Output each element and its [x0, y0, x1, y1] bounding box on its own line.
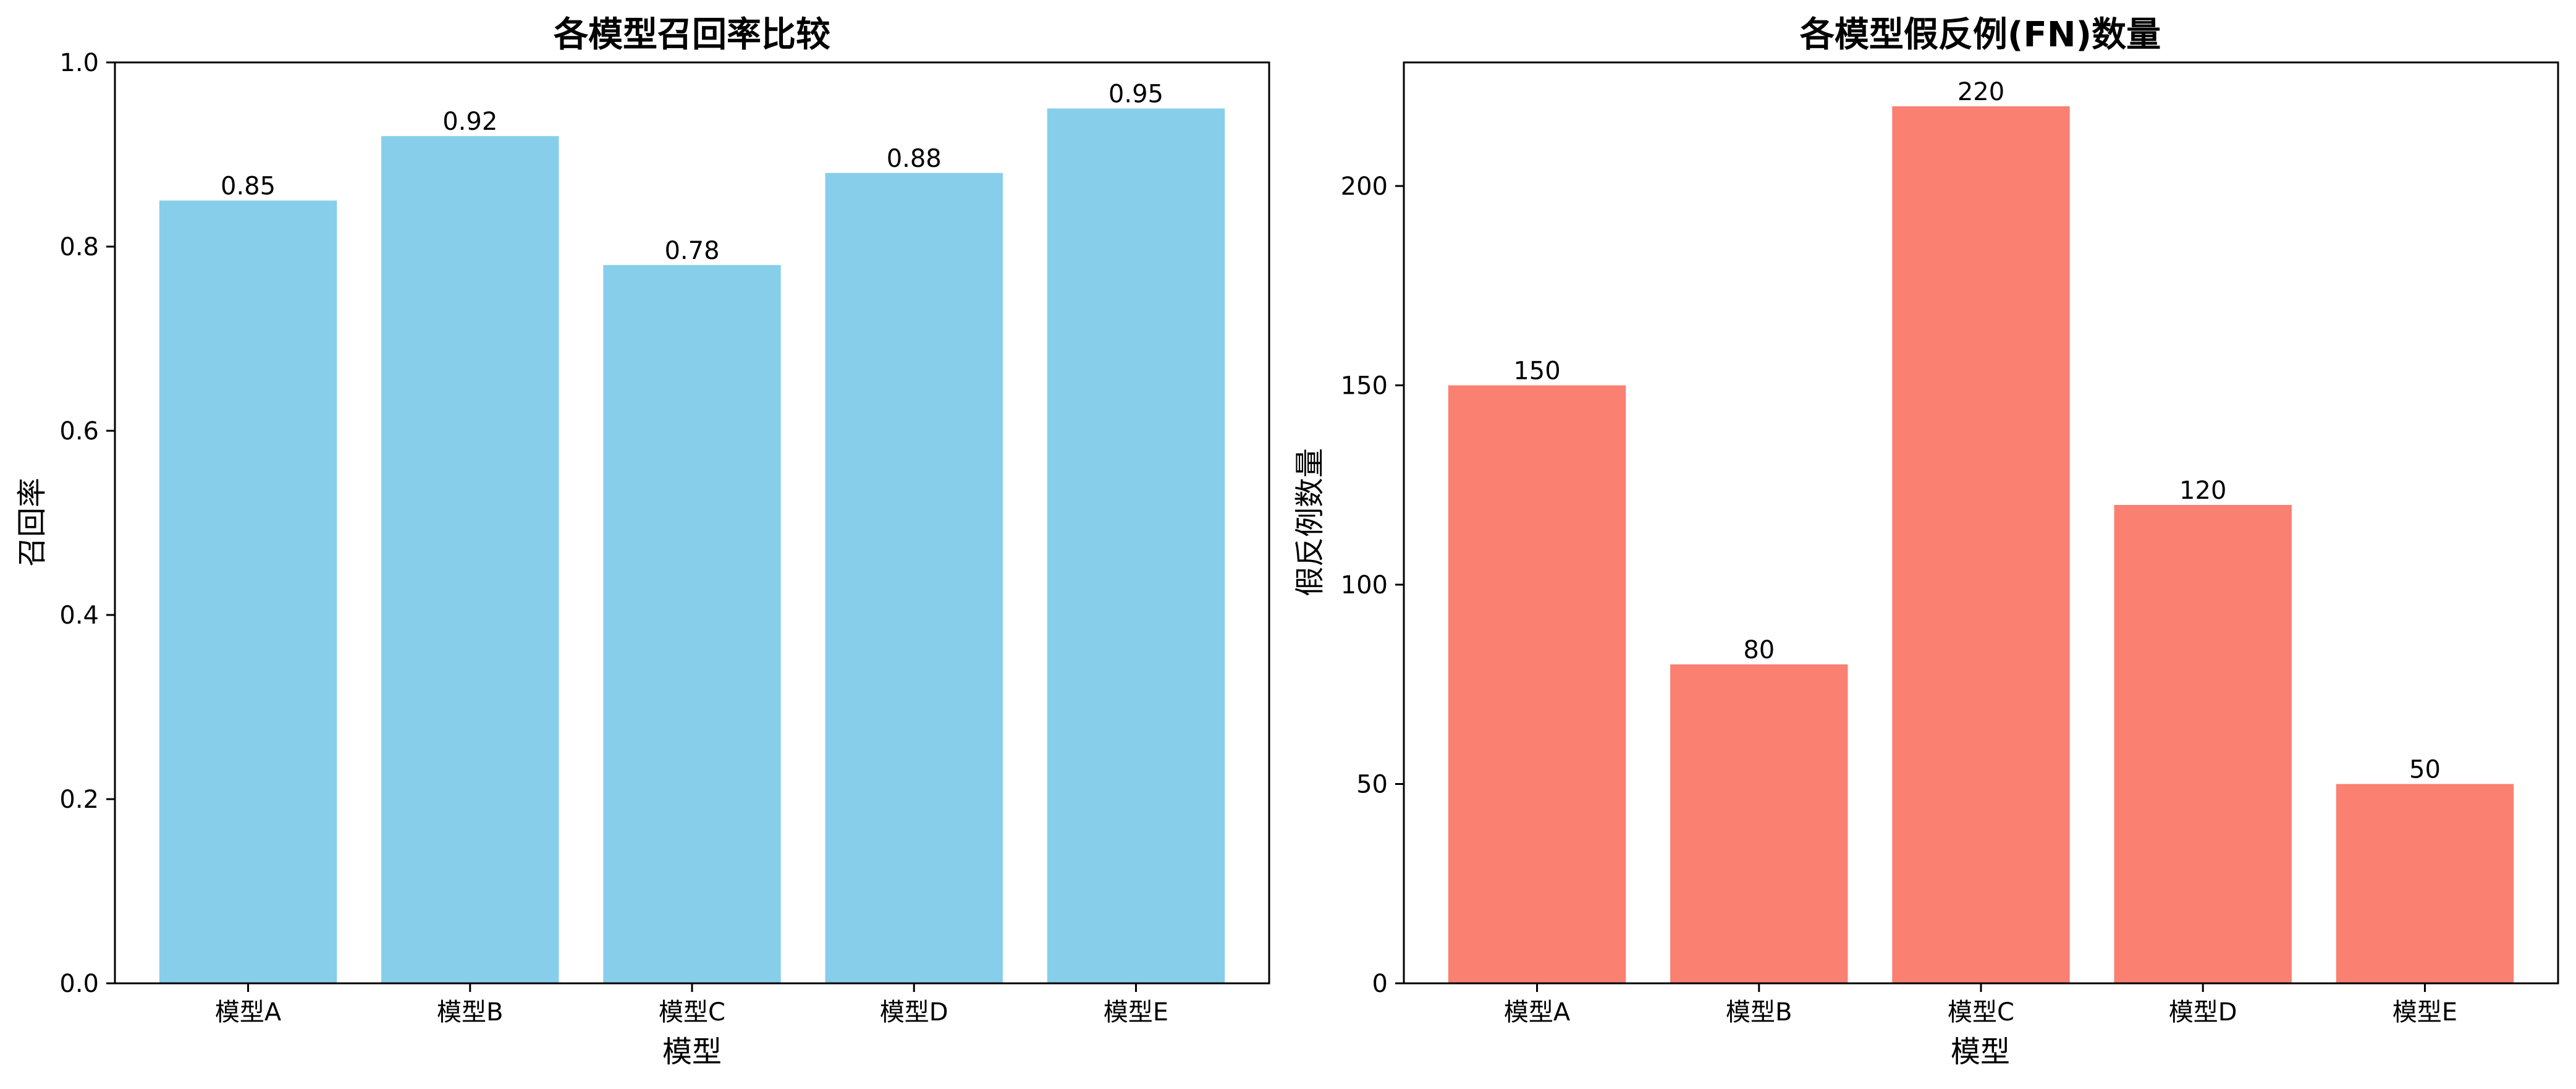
- x-axis-ticks: 模型A 模型B 模型C 模型D 模型E: [1504, 983, 2457, 1027]
- x-tick-label: 模型B: [1726, 998, 1792, 1027]
- bar-5: [1047, 108, 1225, 983]
- bar-value-label: 0.95: [1109, 80, 1163, 109]
- y-axis-label: 召回率: [15, 478, 49, 567]
- y-tick-label: 100: [1341, 571, 1388, 600]
- bar-group: [1448, 106, 2514, 983]
- y-tick-label: 150: [1341, 371, 1388, 400]
- y-tick-label: 0: [1372, 970, 1388, 998]
- bar-3: [603, 265, 781, 983]
- x-axis-label: 模型: [662, 1035, 722, 1069]
- x-tick-label: 模型D: [2169, 998, 2237, 1027]
- bar-value-label: 0.78: [664, 237, 719, 265]
- bar-value-label: 80: [1743, 636, 1775, 664]
- y-tick-label: 0.2: [59, 786, 99, 814]
- x-tick-label: 模型E: [2392, 998, 2457, 1027]
- bar-value-label: 120: [2179, 477, 2226, 505]
- y-tick-label: 0.8: [59, 233, 99, 261]
- y-tick-label: 200: [1341, 172, 1388, 201]
- y-axis-ticks: 0.0 0.2 0.4 0.6 0.8 1.0: [59, 49, 115, 998]
- chart-title: 各模型召回率比较: [554, 15, 830, 55]
- x-tick-label: 模型D: [880, 998, 948, 1027]
- y-tick-label: 0.4: [59, 601, 99, 630]
- x-tick-label: 模型C: [659, 998, 725, 1027]
- y-axis-label: 假反例数量: [1293, 448, 1327, 596]
- x-axis-label: 模型: [1951, 1035, 2010, 1069]
- bar-group: [159, 108, 1225, 984]
- bar-4: [2114, 504, 2292, 983]
- plot-frame: [114, 61, 1270, 985]
- bar-1: [159, 200, 337, 983]
- value-label-group: 0.85 0.92 0.78 0.88 0.95: [221, 80, 1163, 265]
- x-tick-label: 模型A: [1504, 998, 1571, 1027]
- bar-value-label: 50: [2409, 755, 2441, 784]
- bar-value-label: 0.92: [442, 108, 497, 136]
- value-label-group: 150 80 220 120 50: [1513, 78, 2441, 784]
- x-tick-label: 模型E: [1104, 998, 1168, 1027]
- y-tick-label: 1.0: [59, 49, 99, 77]
- recall-chart: 各模型召回率比较 召回率 模型 0.85 0.92 0.78 0.88 0.95 0.0…: [15, 15, 1270, 1069]
- x-axis-ticks: 模型A 模型B 模型C 模型D 模型E: [215, 983, 1168, 1027]
- y-axis-ticks: 0 50 100 150 200: [1341, 172, 1404, 998]
- y-tick-label: 50: [1356, 770, 1388, 799]
- plot-frame: [1403, 61, 2559, 985]
- bar-value-label: 0.88: [887, 145, 942, 173]
- bar-4: [825, 172, 1003, 983]
- x-tick-label: 模型C: [1948, 998, 2014, 1027]
- x-tick-label: 模型B: [437, 998, 503, 1027]
- bar-value-label: 150: [1513, 357, 1560, 385]
- chart-title: 各模型假反例(FN)数量: [1800, 15, 2161, 55]
- bar-value-label: 220: [1957, 78, 2004, 106]
- bar-value-label: 0.85: [221, 172, 276, 201]
- bar-2: [1670, 664, 1848, 983]
- bar-5: [2336, 784, 2514, 983]
- bar-1: [1448, 385, 1626, 983]
- bar-3: [1892, 106, 2070, 983]
- x-tick-label: 模型A: [215, 998, 282, 1027]
- y-tick-label: 0.6: [59, 417, 99, 446]
- bar-2: [381, 136, 559, 984]
- y-tick-label: 0.0: [59, 970, 99, 998]
